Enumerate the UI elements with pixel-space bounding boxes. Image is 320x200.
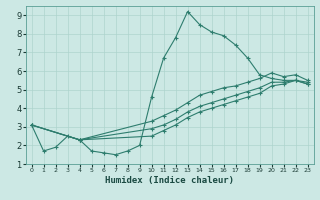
X-axis label: Humidex (Indice chaleur): Humidex (Indice chaleur) [105, 176, 234, 185]
